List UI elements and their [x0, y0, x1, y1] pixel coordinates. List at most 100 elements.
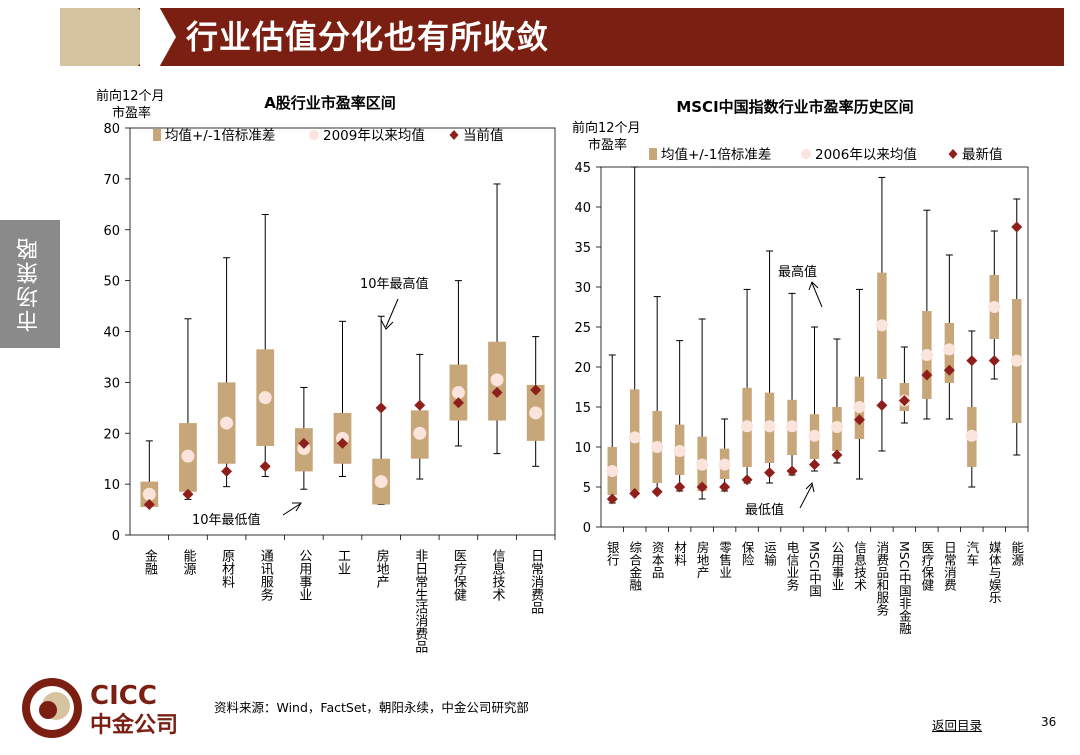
cicc-logo: CICC 中金公司 [22, 678, 178, 738]
mean-point [965, 429, 978, 442]
mean-point [763, 420, 776, 433]
legend-label-mean: 2006年以来均值 [815, 147, 917, 163]
legend-swatch-current [948, 149, 958, 159]
x-tick-label: 信息技术 [852, 541, 867, 591]
mean-point [786, 420, 799, 433]
y-tick-label: 25 [574, 321, 591, 336]
current-value-marker [629, 487, 641, 499]
annotation-10y-high: 10年最高值 [360, 276, 429, 292]
mean-point [142, 487, 156, 501]
chart-title: MSCI中国指数行业市盈率历史区间 [676, 98, 913, 116]
mean-point [258, 391, 272, 405]
current-value-marker [876, 399, 888, 411]
x-tick-label: 电信业务 [785, 541, 800, 591]
y-tick-label: 60 [103, 224, 120, 239]
x-tick-label: 原材料 [219, 549, 235, 588]
x-tick-label: 保险 [740, 541, 755, 566]
header-bar [60, 8, 1064, 66]
y-tick-label: 45 [574, 161, 591, 176]
y-tick-label: 30 [103, 376, 120, 391]
a-share-pe-chart: A股行业市盈率区间 前向12个月市盈率 0 10 20 30 40 50 60 70 80 金融 能源原… [96, 88, 556, 653]
annotation-arrowhead-high [380, 319, 394, 330]
legend-swatch-mean [309, 130, 319, 140]
back-to-contents-link[interactable]: 返回目录 [932, 718, 983, 733]
current-value-marker [530, 384, 542, 396]
current-value-marker [786, 465, 798, 477]
x-tick-label: MSCI中国非金融 [897, 541, 912, 635]
logo-text-cn: 中金公司 [90, 712, 178, 738]
mean-point [741, 420, 754, 433]
annotation-arrow-high [385, 298, 399, 328]
x-tick-label: 医疗保健 [451, 549, 467, 602]
x-tick-label: 能源 [180, 549, 196, 575]
current-value-marker [966, 355, 978, 367]
mean-point [220, 416, 234, 430]
annotation-arrow-high [811, 282, 823, 308]
annotation-arrow-low [282, 503, 301, 516]
legend-label-mean: 2009年以来均值 [323, 128, 425, 144]
x-tick-label: 材料 [672, 541, 687, 566]
annotation-arrowhead-high [808, 281, 819, 291]
mean-point [181, 449, 195, 463]
legend-label-band: 均值+/-1倍标准差 [661, 147, 771, 163]
mean-point [490, 373, 504, 387]
mean-point [374, 475, 388, 489]
x-tick-label: 非日常生活消费品 [412, 549, 428, 653]
y-tick-label: 35 [574, 241, 591, 256]
y-tick-label: 5 [583, 481, 591, 496]
mean-point [1010, 354, 1023, 367]
x-tick-label: 综合金融 [627, 541, 642, 592]
x-tick-label: 媒体与娱乐 [987, 541, 1002, 604]
x-tick-label: 零售业 [717, 541, 732, 579]
mean-point [988, 301, 1001, 313]
page-title: 行业估值分化也有所收敛 [186, 18, 550, 56]
current-value-marker [375, 402, 387, 414]
y-tick-label: 40 [574, 201, 591, 216]
y-tick-label: 15 [574, 401, 591, 416]
legend-label-current: 最新值 [962, 147, 1003, 163]
y-tick-label: 20 [574, 361, 591, 376]
legend-swatch-current [449, 130, 459, 140]
mean-point [651, 441, 664, 453]
current-value-marker [1011, 221, 1023, 233]
current-value-marker [943, 364, 955, 376]
page-number: 36 [1041, 715, 1057, 729]
mean-point [451, 386, 465, 400]
chart-title: A股行业市盈率区间 [264, 94, 396, 112]
x-tick-label: 运输 [762, 541, 777, 567]
current-value-marker [259, 460, 271, 472]
current-value-marker [452, 397, 464, 409]
annotation-high: 最高值 [778, 264, 817, 280]
mean-point [628, 431, 641, 444]
legend-swatch-band [649, 148, 657, 160]
current-value-marker [221, 465, 233, 477]
current-value-marker [143, 498, 155, 510]
current-value-marker [741, 474, 753, 486]
current-value-marker [898, 395, 910, 407]
mean-point [718, 458, 731, 471]
x-tick-label: 资本品 [650, 541, 665, 579]
annotation-arrowhead-low [805, 482, 815, 493]
mean-point [606, 465, 619, 477]
y-tick-label: 70 [103, 173, 120, 188]
mean-point [413, 426, 427, 440]
x-tick-label: 日常消费品 [528, 549, 544, 614]
current-value-marker [853, 414, 865, 426]
x-tick-label: 信息技术 [490, 549, 506, 601]
current-value-marker [491, 387, 503, 399]
mean-point [853, 401, 866, 413]
mean-point [830, 421, 843, 433]
annotation-low: 最低值 [745, 502, 784, 518]
y-tick-label: 10 [103, 478, 120, 493]
mean-point [673, 445, 686, 457]
y-axis-label: 前向12个月 [572, 120, 641, 136]
legend-label-current: 当前值 [463, 127, 504, 144]
legend-label-band: 均值+/-1倍标准差 [165, 128, 275, 144]
source-note: 资料来源：Wind，FactSet，朝阳永续，中金公司研究部 [214, 700, 529, 715]
y-tick-label: 50 [103, 275, 120, 290]
x-tick-label: 能源 [1009, 541, 1024, 567]
current-value-marker [988, 355, 1000, 367]
x-tick-label: 银行 [605, 541, 620, 567]
current-value-marker [414, 399, 426, 411]
